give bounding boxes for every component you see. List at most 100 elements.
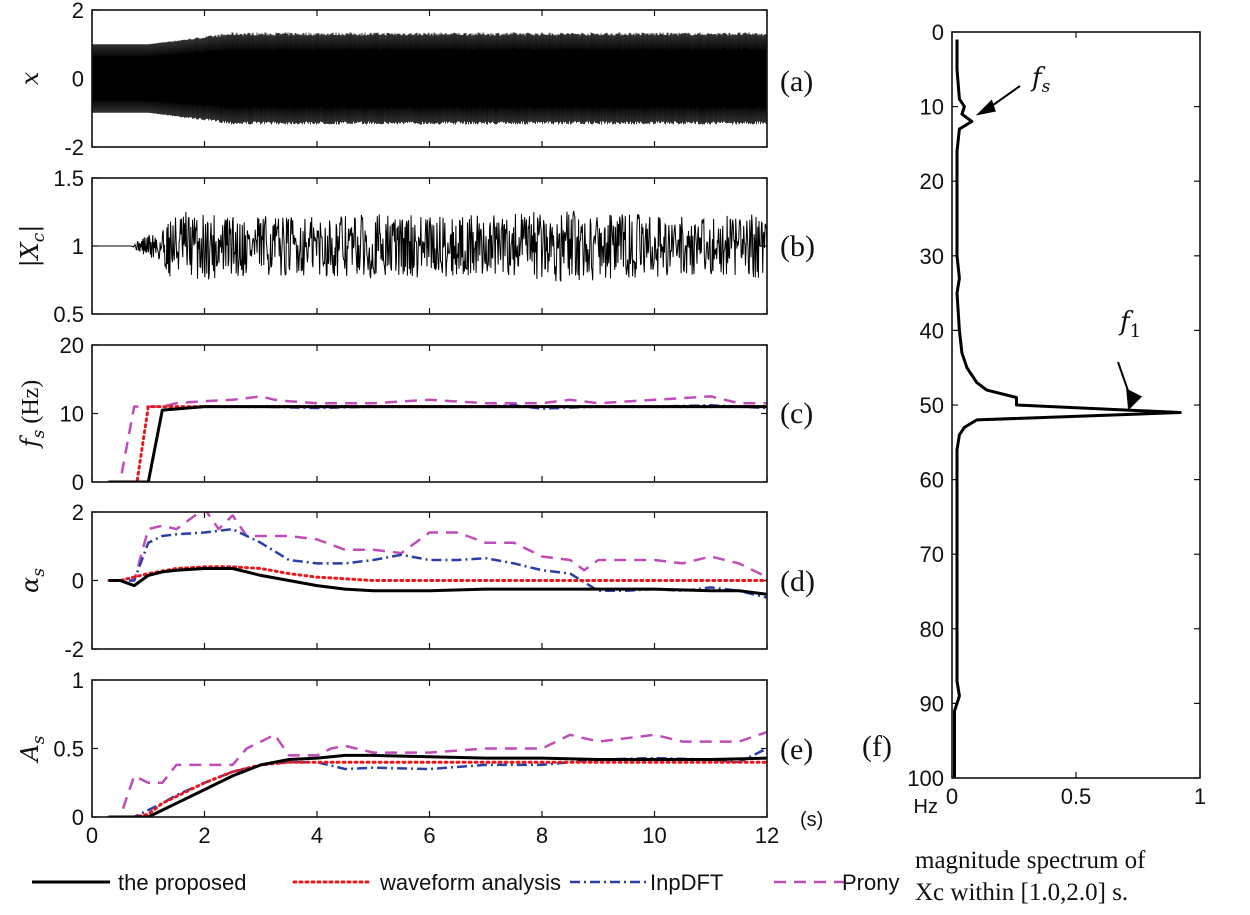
y-tick-label-d: 2 bbox=[72, 500, 84, 525]
y-axis-label-b: |Xc| bbox=[16, 225, 49, 268]
y-axis-label-d: αs bbox=[16, 568, 49, 593]
y-tick-label-f: 80 bbox=[920, 617, 944, 642]
panel-label-c: (c) bbox=[780, 397, 813, 430]
panel-label-f: (f) bbox=[862, 730, 892, 763]
x-unit-label-f: Hz bbox=[914, 796, 938, 818]
panel-e: 00.510 2 4 6 8 10 12(e)As(s) bbox=[16, 668, 823, 848]
axes-frame-c bbox=[91, 344, 768, 483]
y-tick-label-b: 1 bbox=[72, 234, 84, 259]
x-tick-label-e: 6 bbox=[423, 823, 435, 848]
y-tick-label-f: 20 bbox=[920, 169, 944, 194]
y-tick-label-c: 20 bbox=[60, 333, 84, 358]
plot-area-c bbox=[107, 395, 767, 482]
y-axis-label-sub: s bbox=[29, 735, 49, 744]
x-tick-label-e: 2 bbox=[198, 823, 210, 848]
y-tick-label-d: -2 bbox=[64, 637, 84, 662]
y-axis-label-a: x bbox=[16, 71, 44, 85]
annotation-arrowhead-f1 bbox=[1126, 388, 1143, 411]
signal-xc-trace bbox=[92, 210, 767, 283]
legend-label-prony: Prony bbox=[842, 870, 899, 895]
x-tick-label-f: 0 bbox=[946, 784, 958, 809]
x-tick-label-e: 0 bbox=[86, 823, 98, 848]
y-tick-label-a: 0 bbox=[72, 67, 84, 92]
y-tick-label-f: 60 bbox=[920, 468, 944, 493]
series-c-waveform-analysis bbox=[107, 405, 767, 482]
axes-frame-a bbox=[91, 9, 768, 148]
caption-line-1: magnitude spectrum of bbox=[915, 847, 1146, 874]
panel-label-d: (d) bbox=[780, 565, 815, 598]
annotation-f1-sub: 1 bbox=[1130, 321, 1141, 342]
y-tick-label-b: 1.5 bbox=[53, 166, 84, 191]
series-e-prony bbox=[108, 730, 767, 817]
x-unit-label-e: (s) bbox=[800, 809, 823, 831]
y-tick-label-f: 40 bbox=[920, 318, 944, 343]
y-tick-label-f: 50 bbox=[920, 393, 944, 418]
y-axis-label-sub: s bbox=[29, 429, 49, 438]
y-axis-label-end: | bbox=[16, 225, 45, 233]
legend-label-waveform-analysis: waveform analysis bbox=[379, 870, 561, 895]
y-tick-label-f: 10 bbox=[920, 95, 944, 120]
legend-label-the-proposed: the proposed bbox=[118, 870, 246, 895]
plot-area-e bbox=[107, 730, 767, 817]
series-d-the-proposed bbox=[108, 567, 767, 596]
panel-label-b: (b) bbox=[780, 230, 815, 263]
y-tick-label-e: 0.5 bbox=[53, 737, 84, 762]
annotation-f1: f1 bbox=[1118, 307, 1141, 342]
y-tick-label-a: -2 bbox=[64, 135, 84, 160]
y-axis-label-sub: s bbox=[29, 568, 49, 577]
y-tick-label-f: 30 bbox=[920, 244, 944, 269]
series-c-prony bbox=[108, 395, 767, 482]
y-tick-label-f: 100 bbox=[907, 766, 944, 791]
x-tick-label-e: 10 bbox=[642, 823, 666, 848]
annotation-fs: fs bbox=[1030, 63, 1051, 97]
axes-frame-e bbox=[91, 679, 768, 818]
x-tick-label-f: 1 bbox=[1194, 784, 1206, 809]
axes-frame-b bbox=[91, 177, 768, 315]
legend-label-inpdft: InpDFT bbox=[650, 870, 723, 895]
x-tick-label-e: 12 bbox=[755, 823, 779, 848]
series-c-the-proposed bbox=[108, 405, 767, 482]
panel-label-e: (e) bbox=[780, 733, 813, 766]
y-tick-label-c: 10 bbox=[60, 402, 84, 427]
y-tick-label-e: 0 bbox=[72, 805, 84, 830]
y-tick-label-f: 70 bbox=[920, 542, 944, 567]
axes-frame-d bbox=[91, 511, 768, 650]
y-tick-label-f: 0 bbox=[932, 20, 944, 45]
series-d-prony bbox=[108, 512, 767, 582]
caption-line-2: Xc within [1.0,2.0] s. bbox=[915, 879, 1128, 906]
plot-area-b bbox=[92, 210, 767, 283]
y-tick-label-e: 1 bbox=[72, 668, 84, 693]
y-axis-label-e: As bbox=[16, 735, 49, 763]
axes-frame-f bbox=[951, 31, 1201, 779]
y-axis-label-sub: c bbox=[29, 232, 49, 242]
series-e-waveform-analysis bbox=[107, 760, 767, 817]
plot-area-d bbox=[107, 512, 767, 599]
x-tick-label-e: 4 bbox=[311, 823, 323, 848]
y-tick-label-f: 90 bbox=[920, 691, 944, 716]
x-tick-label-f: 0.5 bbox=[1061, 784, 1092, 809]
y-axis-label-c: fs (Hz) bbox=[16, 380, 49, 450]
series-c-inpdft bbox=[108, 404, 767, 482]
series-d-inpdft bbox=[108, 527, 767, 599]
series-f-spectrum bbox=[953, 39, 1182, 778]
annotation-arrowhead-fs bbox=[975, 99, 996, 116]
panel-c: 0 10 20 (c) fs (Hz) bbox=[16, 333, 813, 495]
signal-x-trace bbox=[92, 32, 767, 125]
y-tick-label-c: 0 bbox=[72, 470, 84, 495]
series-e-the-proposed bbox=[108, 753, 767, 817]
caption: magnitude spectrum of Xc within [1.0,2.0… bbox=[915, 847, 1146, 906]
panel-b: 0.5 1 1.5 (b) |Xc| bbox=[16, 166, 815, 327]
plot-area-f bbox=[953, 39, 1182, 778]
panel-label-a: (a) bbox=[780, 65, 813, 98]
y-axis-label-unit: (Hz) bbox=[18, 380, 44, 430]
panel-d: -2 0 2 (d) αs bbox=[16, 500, 815, 662]
y-tick-label-b: 0.5 bbox=[53, 302, 84, 327]
plot-area-a bbox=[92, 32, 767, 125]
panel-a: -2 0 2 (a) x bbox=[16, 0, 813, 160]
y-tick-label-d: 0 bbox=[72, 569, 84, 594]
legend: the proposed waveform analysis InpDFT Prony bbox=[32, 870, 899, 895]
annotation-fs-sub: s bbox=[1042, 77, 1051, 97]
